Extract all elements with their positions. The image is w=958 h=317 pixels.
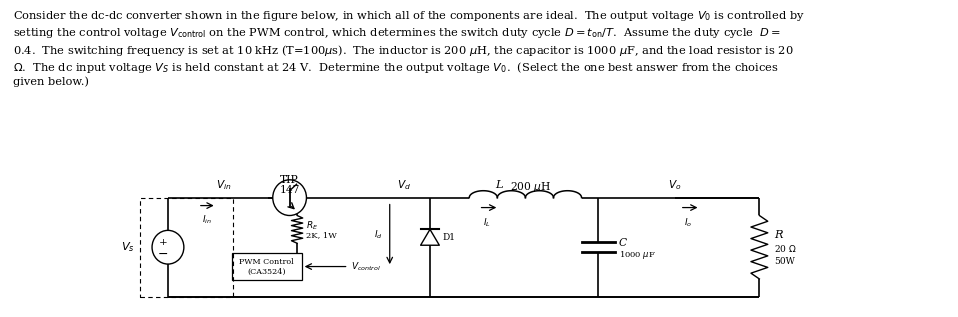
Text: (CA3524): (CA3524): [247, 268, 286, 275]
Text: $V_{in}$: $V_{in}$: [216, 178, 232, 192]
Text: Consider the dc-dc converter shown in the figure below, in which all of the comp: Consider the dc-dc converter shown in th…: [12, 9, 805, 23]
Bar: [140, 198, 234, 297]
Text: $V_d$: $V_d$: [397, 178, 411, 192]
Text: $I_{in}$: $I_{in}$: [202, 214, 213, 226]
Bar: [232, 253, 302, 280]
Text: TIP: TIP: [281, 175, 299, 185]
Text: 50W: 50W: [774, 256, 795, 266]
Text: $\Omega$.  The dc input voltage $V_S$ is held constant at 24 V.  Determine the o: $\Omega$. The dc input voltage $V_S$ is …: [12, 60, 778, 75]
Text: L: L: [495, 180, 503, 190]
Text: R: R: [774, 230, 783, 240]
Text: $I_L$: $I_L$: [483, 217, 490, 229]
Text: 20 $\Omega$: 20 $\Omega$: [774, 243, 797, 254]
Text: −: −: [158, 248, 169, 261]
Text: setting the control voltage $V_{\rm control}$ on the PWM control, which determin: setting the control voltage $V_{\rm cont…: [12, 26, 781, 40]
Text: given below.): given below.): [12, 77, 89, 87]
Text: D1: D1: [443, 233, 455, 242]
Text: $I_d$: $I_d$: [375, 228, 383, 241]
Text: 2K, 1W: 2K, 1W: [307, 231, 337, 239]
Text: 0.4.  The switching frequency is set at 10 kHz (T=100$\mu$s).  The inductor is 2: 0.4. The switching frequency is set at 1…: [12, 43, 793, 58]
Text: $V_{control}$: $V_{control}$: [352, 260, 381, 273]
Text: 1000 $\mu$F: 1000 $\mu$F: [619, 249, 656, 261]
Text: $V_s$: $V_s$: [122, 240, 135, 254]
Text: C: C: [619, 238, 627, 248]
Text: 200 $\mu$H: 200 $\mu$H: [510, 180, 551, 194]
Text: $I_o$: $I_o$: [684, 217, 693, 229]
Text: $V_o$: $V_o$: [669, 178, 682, 192]
Text: 147: 147: [280, 185, 300, 195]
Text: PWM Control: PWM Control: [240, 258, 294, 266]
Text: +: +: [159, 238, 168, 247]
Text: $R_E$: $R_E$: [307, 219, 319, 232]
